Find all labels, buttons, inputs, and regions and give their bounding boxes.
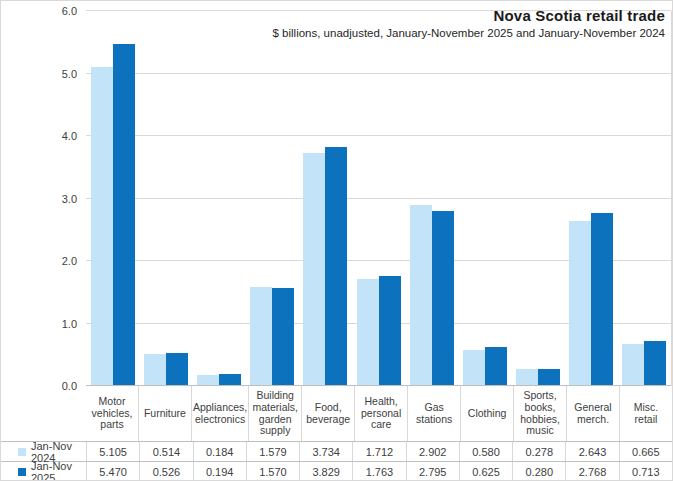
table-value: 2.795 bbox=[406, 462, 459, 481]
bar-groups bbox=[86, 11, 671, 386]
table-value: 0.580 bbox=[459, 442, 512, 461]
table-value: 0.280 bbox=[512, 462, 565, 481]
retail-trade-bar-chart: Nova Scotia retail trade $ billions, una… bbox=[0, 0, 673, 481]
table-value: 5.105 bbox=[86, 442, 139, 461]
x-category-label: Sports, books, hobbies, music bbox=[513, 386, 566, 441]
y-tick-label: 1.0 bbox=[1, 318, 77, 330]
table-value: 0.514 bbox=[139, 442, 192, 461]
bar-jan-nov-2025 bbox=[432, 211, 454, 386]
data-table-row: Jan-Nov 20245.1050.5140.1841.5793.7341.7… bbox=[1, 441, 672, 461]
bar-jan-nov-2024 bbox=[250, 287, 272, 386]
legend-label: Jan-Nov 2025 bbox=[31, 460, 86, 481]
table-value: 1.570 bbox=[246, 462, 299, 481]
y-tick-label: 0.0 bbox=[1, 380, 77, 392]
x-category-label: Building materials, garden supply bbox=[248, 386, 301, 441]
bar-group bbox=[139, 11, 192, 386]
bar-group bbox=[246, 11, 299, 386]
bar-jan-nov-2024 bbox=[569, 221, 591, 386]
bar-group bbox=[618, 11, 671, 386]
data-table: Jan-Nov 20245.1050.5140.1841.5793.7341.7… bbox=[1, 441, 672, 481]
data-table-row: Jan-Nov 20255.4700.5260.1941.5703.8291.7… bbox=[1, 461, 672, 481]
table-value: 0.713 bbox=[619, 462, 672, 481]
x-category-label: Clothing bbox=[460, 386, 513, 441]
table-value: 5.470 bbox=[86, 462, 139, 481]
bar-jan-nov-2024 bbox=[463, 350, 485, 386]
bar-jan-nov-2024 bbox=[91, 67, 113, 386]
bar-jan-nov-2025 bbox=[272, 288, 294, 386]
bar-group bbox=[405, 11, 458, 386]
table-value: 2.902 bbox=[406, 442, 459, 461]
y-axis: 0.01.02.03.04.05.06.0 bbox=[1, 11, 77, 386]
table-value: 1.579 bbox=[246, 442, 299, 461]
chart-header: Nova Scotia retail trade $ billions, una… bbox=[272, 7, 665, 39]
y-tick-label: 4.0 bbox=[1, 130, 77, 142]
x-category-label: Gas stations bbox=[407, 386, 460, 441]
legend-swatch bbox=[18, 468, 26, 476]
legend-entry: Jan-Nov 2025 bbox=[1, 460, 86, 481]
bar-jan-nov-2024 bbox=[303, 153, 325, 386]
bar-jan-nov-2025 bbox=[485, 347, 507, 386]
table-value: 0.625 bbox=[459, 462, 512, 481]
y-tick-label: 3.0 bbox=[1, 193, 77, 205]
x-category-label: Food, beverage bbox=[301, 386, 354, 441]
bar-group bbox=[86, 11, 139, 386]
bar-group bbox=[192, 11, 245, 386]
bar-jan-nov-2025 bbox=[325, 147, 347, 386]
x-category-label: Appliances, electronics bbox=[191, 386, 248, 441]
x-axis-labels: Motor vehicles, partsFurnitureAppliances… bbox=[86, 386, 672, 441]
plot-area bbox=[86, 11, 672, 386]
table-value: 1.763 bbox=[352, 462, 405, 481]
table-value: 0.526 bbox=[139, 462, 192, 481]
bar-jan-nov-2025 bbox=[538, 369, 560, 387]
table-value: 2.643 bbox=[565, 442, 618, 461]
bar-group bbox=[299, 11, 352, 386]
bar-jan-nov-2025 bbox=[113, 44, 135, 386]
y-tick-label: 2.0 bbox=[1, 255, 77, 267]
bar-jan-nov-2024 bbox=[410, 205, 432, 386]
x-category-label: Misc. retail bbox=[619, 386, 672, 441]
x-axis-line bbox=[86, 385, 671, 386]
y-tick-label: 6.0 bbox=[1, 5, 77, 17]
table-value: 0.278 bbox=[512, 442, 565, 461]
chart-subtitle: $ billions, unadjusted, January-November… bbox=[272, 27, 665, 39]
legend-swatch bbox=[18, 448, 26, 456]
y-tick-label: 5.0 bbox=[1, 68, 77, 80]
bar-jan-nov-2025 bbox=[591, 213, 613, 386]
bar-jan-nov-2024 bbox=[516, 369, 538, 386]
table-value: 3.734 bbox=[299, 442, 352, 461]
bar-jan-nov-2025 bbox=[379, 276, 401, 386]
bar-jan-nov-2024 bbox=[357, 279, 379, 386]
bar-group bbox=[458, 11, 511, 386]
x-category-label: General merch. bbox=[566, 386, 619, 441]
bar-jan-nov-2025 bbox=[644, 341, 666, 386]
bar-group bbox=[352, 11, 405, 386]
x-category-label: Health, personal care bbox=[354, 386, 407, 441]
bar-jan-nov-2024 bbox=[144, 354, 166, 386]
table-value: 3.829 bbox=[299, 462, 352, 481]
bar-group bbox=[512, 11, 565, 386]
bar-jan-nov-2025 bbox=[166, 353, 188, 386]
table-value: 1.712 bbox=[352, 442, 405, 461]
chart-title: Nova Scotia retail trade bbox=[272, 7, 665, 24]
table-value: 2.768 bbox=[565, 462, 618, 481]
table-value: 0.665 bbox=[619, 442, 672, 461]
x-category-label: Furniture bbox=[138, 386, 191, 441]
table-value: 0.194 bbox=[193, 462, 246, 481]
bar-group bbox=[565, 11, 618, 386]
table-value: 0.184 bbox=[193, 442, 246, 461]
x-category-label: Motor vehicles, parts bbox=[86, 386, 138, 441]
bar-jan-nov-2024 bbox=[622, 344, 644, 386]
